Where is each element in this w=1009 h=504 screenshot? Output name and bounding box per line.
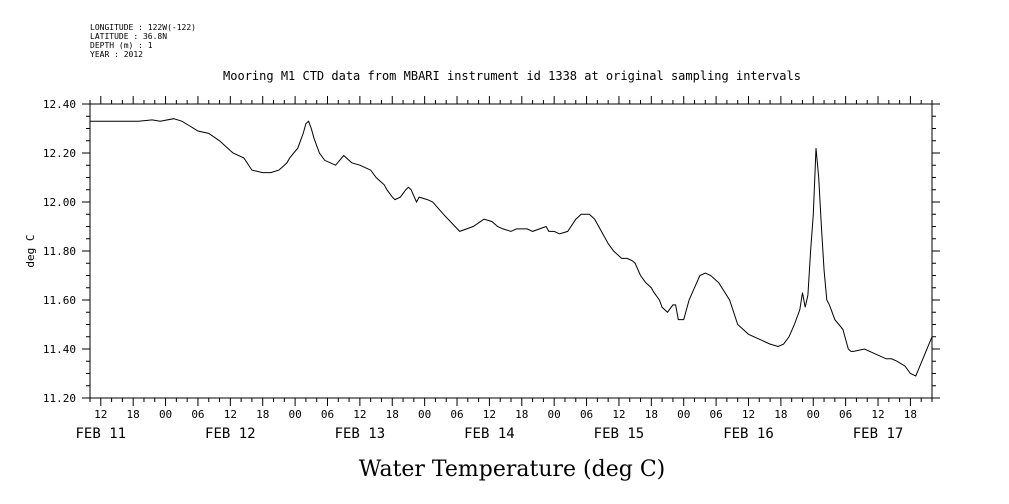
- x-tick-label: 18: [904, 408, 917, 421]
- x-tick-label: 18: [256, 408, 269, 421]
- y-tick-label: 12.20: [43, 147, 76, 160]
- x-tick-label: 12: [353, 408, 366, 421]
- x-tick-label: 00: [418, 408, 431, 421]
- x-tick-label: 06: [450, 408, 463, 421]
- x-tick-label: 18: [645, 408, 658, 421]
- x-axis: 12 18 00 06 12 18 00 06 12 18 00 06 12 18 00 06 12 18 00 06…: [76, 96, 933, 442]
- x-tick-label: 00: [159, 408, 172, 421]
- depth-label: DEPTH (m) : 1: [90, 41, 153, 50]
- x-tick-label: 12: [483, 408, 496, 421]
- x-tick-label: 12: [871, 408, 884, 421]
- metadata-block: LONGITUDE : 122W(-122) LATITUDE : 36.8N …: [90, 23, 196, 59]
- date-label: FEB 13: [335, 426, 386, 442]
- date-label: FEB 14: [464, 426, 515, 442]
- x-tick-label: 06: [191, 408, 204, 421]
- date-label: FEB 12: [205, 426, 256, 442]
- date-label: FEB 15: [594, 426, 645, 442]
- latitude-label: LATITUDE : 36.8N: [90, 32, 167, 41]
- date-label: FEB 16: [723, 426, 774, 442]
- x-tick-label: 12: [612, 408, 625, 421]
- y-tick-label: 11.60: [43, 294, 76, 307]
- x-tick-label: 06: [580, 408, 593, 421]
- y-tick-label: 12.00: [43, 196, 76, 209]
- y-axis: 11.20 11.40 11.60 11.80 12.00 12.20 12.40: [43, 98, 940, 405]
- x-tick-label: 18: [127, 408, 140, 421]
- x-tick-label: 00: [548, 408, 561, 421]
- year-label: YEAR : 2012: [90, 50, 143, 59]
- series-line: [90, 118, 933, 377]
- x-tick-label: 06: [321, 408, 334, 421]
- x-tick-label: 18: [386, 408, 399, 421]
- date-label: FEB 17: [853, 426, 904, 442]
- date-label: FEB 11: [76, 426, 127, 442]
- plot-frame: [89, 103, 933, 399]
- y-tick-label: 12.40: [43, 98, 76, 111]
- x-tick-label: 00: [807, 408, 820, 421]
- x-tick-label: 12: [94, 408, 107, 421]
- x-axis-title: Water Temperature (deg C): [359, 457, 666, 482]
- y-tick-label: 11.20: [43, 392, 76, 405]
- x-tick-label: 18: [515, 408, 528, 421]
- longitude-label: LONGITUDE : 122W(-122): [90, 23, 196, 32]
- chart-title: Mooring M1 CTD data from MBARI instrumen…: [223, 69, 801, 83]
- x-tick-label: 06: [709, 408, 722, 421]
- y-tick-label: 11.40: [43, 343, 76, 356]
- x-tick-label: 12: [742, 408, 755, 421]
- y-tick-label: 11.80: [43, 245, 76, 258]
- x-tick-label: 00: [288, 408, 301, 421]
- x-tick-label: 00: [677, 408, 690, 421]
- x-tick-label: 12: [224, 408, 237, 421]
- x-tick-label: 18: [774, 408, 787, 421]
- x-tick-label: 06: [839, 408, 852, 421]
- y-axis-label: deg C: [24, 234, 37, 267]
